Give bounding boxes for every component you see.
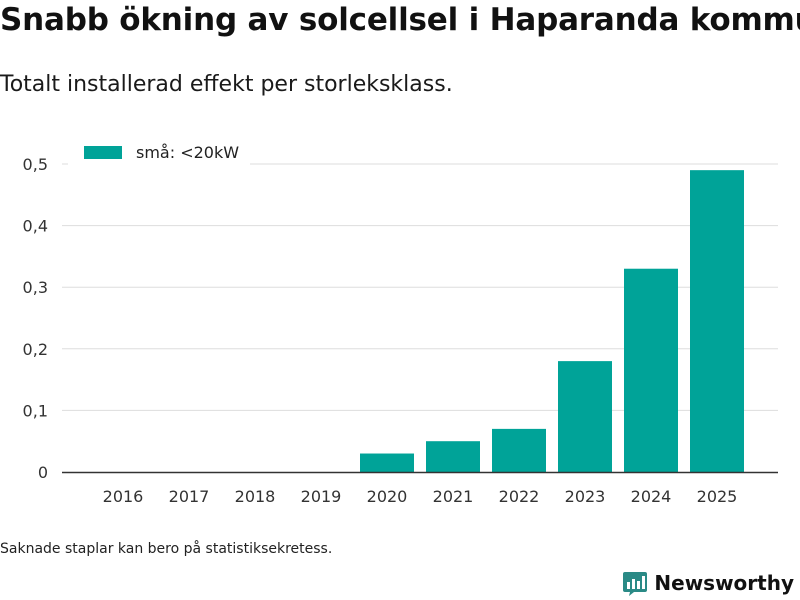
y-tick-label: 0,2 bbox=[23, 340, 48, 359]
bar-2021[interactable] bbox=[426, 441, 480, 472]
bar-2024[interactable] bbox=[624, 268, 678, 472]
legend-label: små: <20kW bbox=[136, 143, 239, 162]
legend: små: <20kW bbox=[68, 140, 250, 168]
footnote: Saknade staplar kan bero på statistiksek… bbox=[0, 541, 333, 557]
bar-2025[interactable] bbox=[690, 170, 744, 472]
y-tick-label: 0,1 bbox=[23, 401, 48, 420]
x-tick-label: 2018 bbox=[235, 487, 276, 506]
x-tick-label: 2017 bbox=[169, 487, 210, 506]
legend-swatch bbox=[84, 146, 122, 159]
x-axis-ticks: 2016 2017 2018 2019 2020 2021 2022 2023 2024 2025 bbox=[103, 487, 738, 506]
x-tick-label: 2023 bbox=[565, 487, 606, 506]
brand-logo[interactable]: Newsworthy bbox=[622, 570, 794, 596]
x-tick-label: 2016 bbox=[103, 487, 144, 506]
y-tick-label: 0,4 bbox=[23, 217, 48, 236]
y-tick-label: 0,5 bbox=[23, 155, 48, 174]
x-tick-label: 2025 bbox=[697, 487, 738, 506]
bar-2023[interactable] bbox=[558, 361, 612, 472]
x-tick-label: 2024 bbox=[631, 487, 672, 506]
y-axis-ticks: 0 0,1 0,2 0,3 0,4 0,5 bbox=[23, 155, 48, 482]
y-tick-label: 0 bbox=[38, 463, 48, 482]
x-tick-label: 2022 bbox=[499, 487, 540, 506]
bars bbox=[360, 170, 744, 472]
chart-title: Snabb ökning av solcellsel i Haparanda k… bbox=[0, 2, 800, 38]
x-tick-label: 2020 bbox=[367, 487, 408, 506]
newsworthy-logo-icon bbox=[623, 572, 648, 596]
y-tick-label: 0,3 bbox=[23, 278, 48, 297]
bar-2020[interactable] bbox=[360, 453, 414, 472]
x-tick-label: 2021 bbox=[433, 487, 474, 506]
bar-2022[interactable] bbox=[492, 428, 546, 472]
brand-name: Newsworthy bbox=[654, 571, 794, 595]
x-tick-label: 2019 bbox=[301, 487, 342, 506]
chart-subtitle: Totalt installerad effekt per storlekskl… bbox=[0, 72, 453, 97]
